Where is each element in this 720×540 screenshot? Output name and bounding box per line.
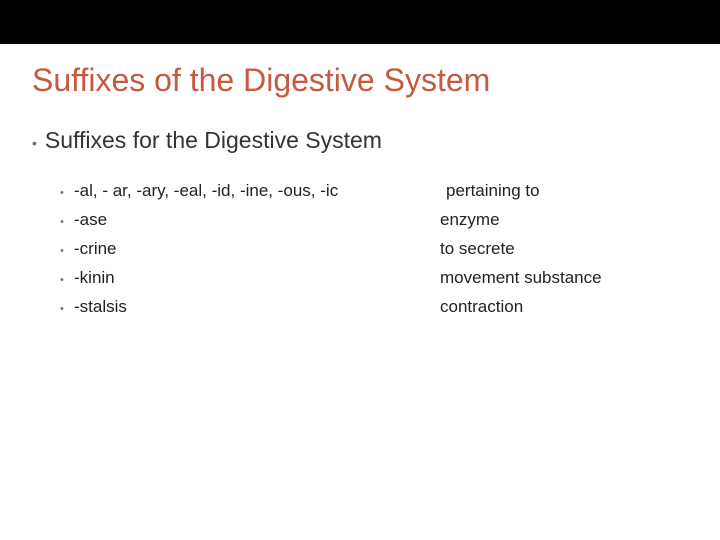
suffix-text: -ase [74, 209, 107, 232]
top-black-bar [0, 0, 720, 44]
list-item: • -al, - ar, -ary, -eal, -id, -ine, -ous… [60, 180, 430, 203]
bullet-icon: • [60, 244, 68, 259]
meaning-text: to secrete [440, 238, 688, 261]
bullet-icon: • [60, 302, 68, 317]
meaning-text: enzyme [440, 209, 688, 232]
suffix-text: -al, - ar, -ary, -eal, -id, -ine, -ous, … [74, 180, 338, 203]
bullet-icon: • [60, 215, 68, 230]
suffix-column: • -al, - ar, -ary, -eal, -id, -ine, -ous… [60, 180, 430, 325]
list-item: • -ase [60, 209, 430, 232]
meaning-text: movement substance [440, 267, 688, 290]
slide-content: Suffixes of the Digestive System • Suffi… [0, 44, 720, 343]
suffix-list: • -al, - ar, -ary, -eal, -id, -ine, -ous… [60, 180, 688, 325]
list-item: • -kinin [60, 267, 430, 290]
meaning-column: pertaining to enzyme to secrete movement… [440, 180, 688, 325]
suffix-text: -stalsis [74, 296, 127, 319]
meaning-text: pertaining to [440, 180, 688, 203]
bullet-icon: • [60, 273, 68, 288]
list-item: • -crine [60, 238, 430, 261]
bullet-icon: • [32, 135, 37, 151]
meaning-text: contraction [440, 296, 688, 319]
suffix-text: -crine [74, 238, 117, 261]
list-item: • -stalsis [60, 296, 430, 319]
bullet-icon: • [60, 186, 68, 201]
slide-title: Suffixes of the Digestive System [32, 62, 688, 99]
suffix-text: -kinin [74, 267, 115, 290]
subtitle-row: • Suffixes for the Digestive System [32, 127, 688, 154]
slide-subtitle: Suffixes for the Digestive System [45, 127, 382, 154]
